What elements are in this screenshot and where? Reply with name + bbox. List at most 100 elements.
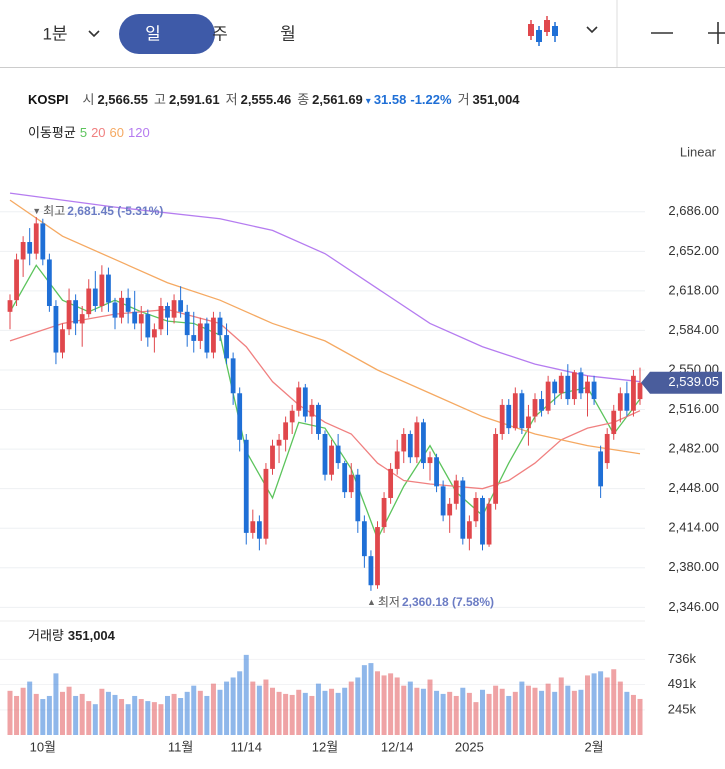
volume-bar — [14, 695, 20, 735]
volume-bar — [453, 695, 459, 735]
candle-body — [171, 300, 177, 318]
volume-bar — [361, 665, 367, 735]
zoom-in[interactable] — [708, 22, 725, 44]
candle-body — [348, 474, 354, 493]
candle-body — [447, 503, 453, 516]
scale-label[interactable]: Linear — [680, 144, 717, 159]
y-tick-label: 2,448.00 — [668, 480, 719, 495]
volume-bar — [434, 690, 440, 735]
candle-body — [112, 302, 118, 318]
volume-bar — [394, 677, 400, 735]
tab[interactable]: 주 — [212, 24, 228, 43]
candle-body — [414, 422, 420, 458]
volume-bar — [624, 691, 630, 735]
volume-bar — [27, 681, 33, 735]
volume-bar — [7, 690, 13, 735]
candle-body — [512, 393, 518, 429]
info-value: 2,561.69 — [312, 92, 363, 107]
candle-body — [184, 311, 190, 336]
candle-body — [499, 404, 505, 434]
volume-bar — [532, 687, 538, 735]
candle-body — [178, 300, 184, 312]
volume-bar — [283, 693, 289, 735]
candle-body — [486, 503, 492, 545]
interval-select[interactable]: 1분 — [42, 24, 67, 43]
ma-line — [9, 199, 641, 455]
candle-body — [466, 521, 472, 539]
volume-bar — [178, 698, 184, 735]
legend-entry: 5 — [80, 125, 87, 140]
change-pct: -1.22% — [410, 92, 452, 107]
candle-body — [158, 306, 164, 330]
candle-body — [7, 300, 13, 312]
candle-body — [302, 387, 308, 417]
volume-bar — [197, 690, 203, 735]
candle-body — [53, 306, 59, 353]
volume-bar — [112, 694, 118, 735]
candle-body — [342, 463, 348, 493]
volume-bar — [270, 687, 275, 735]
chart-type-icon[interactable] — [528, 16, 558, 46]
volume-bar — [427, 679, 433, 735]
candle-body — [335, 445, 341, 464]
candle-body — [73, 300, 79, 324]
tab[interactable]: 월 — [280, 24, 296, 43]
volume-bar — [375, 671, 380, 735]
dropdown-icon[interactable] — [586, 26, 598, 34]
change-arrow: ▾ — [366, 96, 371, 107]
volume-bar — [132, 695, 138, 735]
candle-body — [585, 381, 590, 394]
volume-bar — [493, 685, 499, 735]
volume-bar — [539, 690, 545, 735]
x-tick-label: 12/14 — [381, 739, 414, 754]
volume-bar — [250, 681, 256, 735]
candle-body — [611, 410, 617, 434]
volume-bar — [289, 694, 295, 735]
volume-bar — [92, 704, 98, 735]
dropdown-icon[interactable] — [88, 30, 100, 38]
volume-bar — [309, 695, 315, 735]
candle-body — [329, 445, 334, 475]
candle-body — [230, 358, 236, 394]
volume-bar — [342, 687, 348, 735]
candle-body — [60, 329, 65, 353]
volume-title: 거래량 351,004 — [28, 628, 116, 643]
info-value: 351,004 — [473, 92, 521, 107]
y-tick-label: 2,652.00 — [668, 243, 719, 258]
volume-bar — [466, 692, 472, 735]
volume-bar — [224, 681, 230, 735]
volume-bar — [46, 695, 52, 735]
volume-bar — [611, 669, 617, 735]
volume-bar — [315, 683, 321, 735]
ma-label: 이동평균 — [28, 125, 76, 140]
annotation-value: 2,681.45 (-5.31%) — [67, 204, 163, 218]
candle-body — [591, 381, 597, 400]
info-line: KOSPI 시 2,566.55 고 2,591.61 저 2,555.46 종 2,561.6… — [28, 92, 520, 107]
volume-bar — [552, 691, 558, 735]
volume-bar — [420, 688, 426, 735]
volume-bar — [125, 704, 131, 735]
candle-body — [578, 372, 584, 394]
ma-legend: 이동평균 5 20 60 120 — [28, 125, 150, 140]
volume-bar — [499, 688, 505, 735]
tab-selected[interactable] — [119, 14, 215, 54]
volume-bar — [191, 685, 197, 735]
volume-bar — [525, 685, 531, 735]
volume-bar — [20, 687, 26, 735]
candle-body — [407, 433, 413, 458]
candle-body — [421, 422, 426, 464]
candle-body — [532, 399, 538, 417]
candle-body — [375, 527, 380, 586]
tab[interactable]: 일 — [145, 24, 161, 43]
volume-bar — [302, 692, 308, 735]
candle-body — [440, 486, 446, 516]
candle-body — [20, 242, 26, 260]
y-tick-label: 2,414.00 — [668, 520, 719, 535]
candle-body — [473, 497, 479, 522]
y-tick-label: 2,380.00 — [668, 559, 719, 574]
candle-body — [309, 404, 315, 417]
volume-bar — [276, 691, 282, 735]
volume-bar — [637, 698, 643, 735]
volume-bar — [447, 691, 453, 735]
